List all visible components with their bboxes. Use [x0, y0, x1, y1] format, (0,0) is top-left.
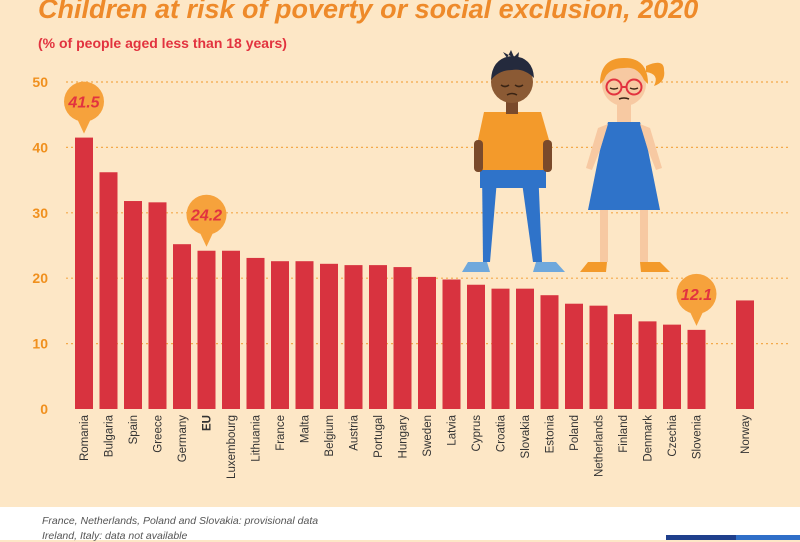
bar-malta [295, 261, 314, 409]
y-tick-label: 50 [32, 74, 48, 90]
callout-value: 12.1 [681, 287, 712, 304]
bar-luxembourg [222, 250, 240, 409]
x-tick-label: Bulgaria [104, 414, 116, 457]
x-tick-label: Cyprus [471, 415, 483, 452]
bar-greece [148, 202, 167, 409]
y-tick-label: 30 [32, 205, 48, 221]
bar-germany [173, 244, 191, 409]
y-tick-label: 10 [32, 336, 48, 352]
bar-poland [565, 303, 583, 409]
bar-austria [344, 265, 363, 409]
bar-cyprus [467, 284, 485, 409]
x-tick-label: Romania [79, 414, 91, 461]
callout-pointer [77, 118, 91, 134]
bar-romania [75, 137, 93, 409]
chart-title: Children at risk of poverty or social ex… [38, 0, 699, 24]
x-tick-label: Sweden [422, 415, 434, 457]
x-tick-label: Croatia [496, 414, 508, 452]
callout-slovenia: 12.1 [676, 273, 717, 326]
x-tick-label: Poland [569, 415, 581, 451]
x-axis-labels: Romania Bulgaria Spain Greece Germany EU Luxem… [79, 414, 752, 479]
x-tick-label: Portugal [373, 415, 385, 458]
bar-croatia [491, 288, 510, 409]
bar-norway [736, 300, 754, 409]
bar-finland [614, 314, 632, 409]
x-tick-label: Hungary [398, 415, 410, 459]
x-tick-label: Slovakia [520, 414, 532, 458]
footnote-not-available: Ireland, Italy: data not available [42, 530, 188, 542]
x-tick-label: Luxembourg [226, 415, 238, 479]
bar-eu [197, 250, 216, 409]
callout-bubble [186, 194, 227, 235]
footnote-provisional: France, Netherlands, Poland and Slovakia… [42, 515, 319, 527]
x-tick-label: Belgium [324, 415, 336, 457]
x-tick-label: Czechia [667, 414, 679, 456]
bar-portugal [369, 265, 387, 409]
callout-value: 41.5 [67, 95, 100, 112]
y-tick-label: 20 [32, 270, 48, 286]
bar-belgium [320, 263, 338, 409]
bar-hungary [393, 267, 412, 409]
callout-value: 24.2 [190, 208, 222, 225]
callout-pointer [689, 310, 704, 326]
x-tick-label: Austria [349, 414, 361, 450]
x-tick-label: Norway [740, 415, 752, 454]
x-tick-label: Latvia [447, 414, 459, 445]
bar-estonia [540, 295, 559, 409]
x-tick-label: Finland [618, 415, 630, 453]
callout-bubble [64, 81, 104, 122]
callouts: 41.5 24.2 12.1 [64, 81, 717, 326]
callout-romania: 41.5 [64, 81, 104, 134]
chart-subtitle: (% of people aged less than 18 years) [38, 35, 287, 51]
bar-france [271, 261, 289, 409]
callout-bubble [676, 273, 717, 314]
y-tick-label: 40 [32, 139, 48, 155]
x-tick-label: Greece [153, 415, 165, 453]
callout-pointer [199, 231, 214, 247]
x-tick-label: Germany [177, 415, 189, 463]
x-tick-label: Estonia [545, 414, 557, 453]
boy-figure-icon [462, 50, 565, 272]
x-tick-label: France [275, 415, 287, 451]
footer-notes: France, Netherlands, Poland and Slovakia… [0, 507, 800, 542]
bar-bulgaria [99, 172, 118, 409]
x-tick-label: Slovenia [692, 414, 704, 459]
x-tick-label: EU [202, 415, 214, 431]
y-tick-label: 0 [40, 401, 48, 417]
x-tick-label: Denmark [643, 415, 655, 462]
bar-denmark [638, 321, 657, 409]
callout-eu: 24.2 [186, 194, 227, 247]
bar-netherlands [589, 305, 608, 409]
bar-slovakia [516, 288, 534, 409]
y-axis-ticks: 0 10 20 30 40 50 [32, 74, 48, 417]
x-tick-label: Spain [128, 415, 140, 444]
x-tick-label: Malta [300, 414, 312, 443]
eurostat-logo-icon [666, 535, 800, 540]
x-tick-label: Netherlands [594, 415, 606, 477]
bars [75, 137, 754, 409]
bar-sweden [418, 276, 436, 409]
bar-spain [124, 201, 142, 409]
x-tick-label: Lithuania [251, 414, 263, 461]
bar-lithuania [246, 257, 265, 409]
girl-figure-icon [580, 58, 670, 272]
bar-latvia [442, 279, 461, 409]
bar-czechia [663, 324, 681, 409]
bar-slovenia [687, 329, 706, 409]
